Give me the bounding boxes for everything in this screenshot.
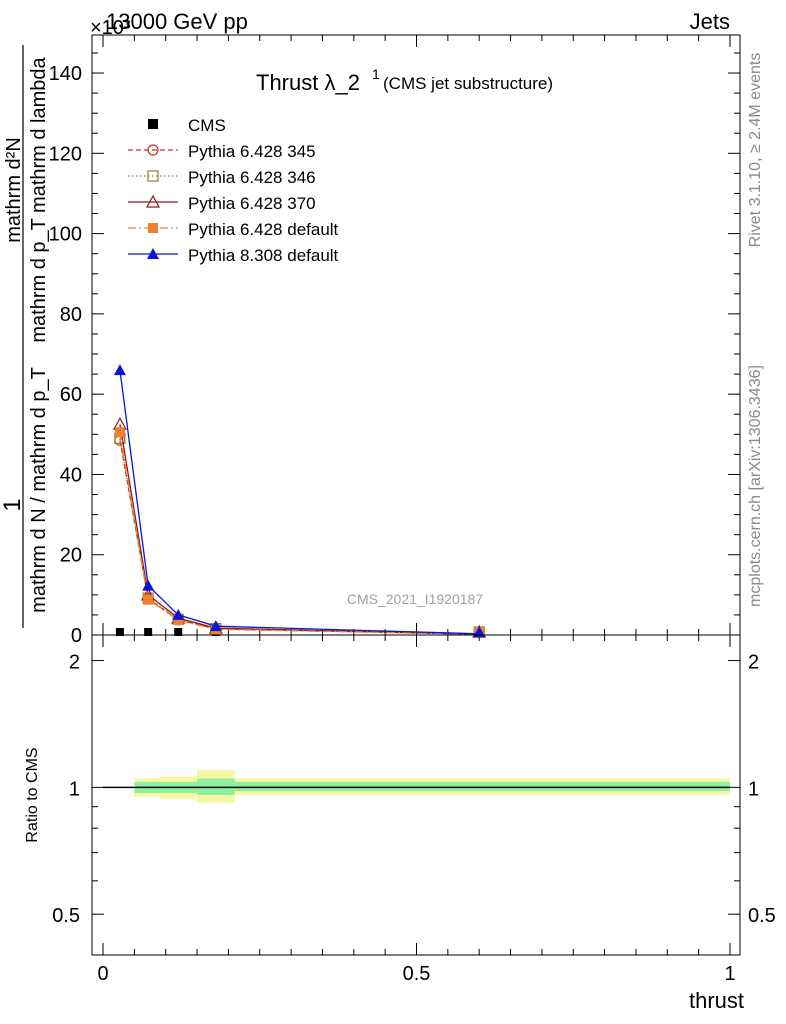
category-label: Jets (690, 9, 730, 34)
data-point (148, 223, 158, 233)
data-point (143, 594, 154, 605)
data-point (148, 119, 158, 129)
x-tick-label: 0.5 (403, 963, 431, 985)
legend-label: Pythia 6.428 345 (188, 142, 316, 161)
ratio-ytick-label-left: 2 (69, 652, 80, 674)
ylabel-numerator: mathrm d²N (3, 137, 25, 243)
data-point (147, 144, 159, 156)
ylabel-denominator: mathrm d N / mathrm d p_T (28, 367, 50, 613)
data-point (147, 248, 159, 259)
analysis-watermark: CMS_2021_I1920187 (347, 591, 483, 607)
series-pythia-8-308-default (113, 364, 486, 637)
main-ytick-label: 0 (71, 625, 82, 647)
main-ytick-label: 140 (49, 63, 82, 85)
ratio-panel-frame (91, 634, 741, 956)
main-ytick-label: 80 (60, 304, 82, 326)
data-point (113, 364, 126, 376)
x-tick-label: 1 (724, 963, 735, 985)
data-point (144, 628, 153, 636)
main-ytick-label: 40 (60, 464, 82, 486)
main-ytick-label: 120 (49, 143, 82, 165)
data-point (473, 626, 486, 637)
main-ytick-label: 100 (49, 224, 82, 246)
main-series-group (112, 364, 487, 638)
series-line (119, 432, 480, 635)
plot-title: Thrust λ_2 1 (CMS jet substructure) (256, 66, 553, 95)
data-point (115, 628, 124, 636)
data-point (145, 194, 161, 208)
legend-entry: Pythia 6.428 370 (128, 194, 316, 213)
ratio-ylabel: Ratio to CMS (24, 747, 41, 842)
data-point (172, 608, 185, 620)
legend-label: CMS (188, 116, 226, 135)
main-axis-ticks (92, 35, 740, 955)
x-tick-labels: 0 0.5 1 (97, 963, 735, 985)
rivet-label: Rivet 3.1.10, ≥ 2.4M events (747, 53, 764, 248)
legend-label: Pythia 6.428 346 (188, 168, 316, 187)
main-ytick-label: 60 (60, 384, 82, 406)
legend-entry: Pythia 6.428 346 (128, 168, 316, 187)
ratio-ytick-label-left: 0.5 (52, 905, 80, 927)
ratio-ytick-label-right: 1 (748, 778, 759, 800)
title-sub: (CMS jet substructure) (383, 74, 553, 93)
ylabel-one: 1 (0, 498, 26, 511)
x-tick-label: 0 (97, 963, 108, 985)
data-point (142, 579, 155, 591)
ylabel-inner: mathrm d p_T mathrm d lambda (28, 56, 50, 342)
ratio-axis-ticks (92, 660, 740, 956)
data-point (173, 615, 184, 626)
main-ylabel: 1 mathrm d²N mathrm d N / mathrm d p_T m… (0, 45, 50, 628)
title-main: Thrust λ_2 (256, 70, 360, 95)
legend-entry: Pythia 6.428 345 (128, 142, 316, 161)
mcplots-label: mcplots.cern.ch [arXiv:1306.3436] (747, 365, 764, 607)
energy-label: 13000 GeV pp (106, 9, 248, 34)
ratio-ytick-label-right: 0.5 (748, 905, 776, 927)
exponent-label: ×10³ (90, 17, 131, 39)
legend-entry: Pythia 6.428 default (128, 220, 339, 239)
legend-label: Pythia 8.308 default (188, 246, 339, 265)
main-ytick-label: 20 (60, 545, 82, 567)
ratio-bands (134, 769, 731, 803)
legend-entry: Pythia 8.308 default (128, 246, 339, 265)
data-point (114, 427, 125, 438)
x-axis-label: thrust (689, 988, 744, 1013)
ratio-band-inner (234, 781, 731, 792)
ratio-ytick-label-left: 1 (69, 778, 80, 800)
data-point (174, 628, 183, 636)
legend-label: Pythia 6.428 370 (188, 194, 316, 213)
main-ytick-labels: 0 20 40 60 80 100 120 140 (49, 63, 82, 647)
ratio-ytick-label-right: 2 (748, 652, 759, 674)
data-point (209, 620, 222, 632)
ratio-tick-labels: 0.5 1 2 0.5 1 2 (52, 652, 776, 928)
legend: CMS Pythia 6.428 345 Pythia 6.428 346 Pythi… (128, 116, 339, 265)
data-point (147, 170, 159, 182)
title-sup: 1 (372, 66, 380, 82)
legend-label: Pythia 6.428 default (188, 220, 339, 239)
legend-entry: CMS (148, 116, 226, 135)
